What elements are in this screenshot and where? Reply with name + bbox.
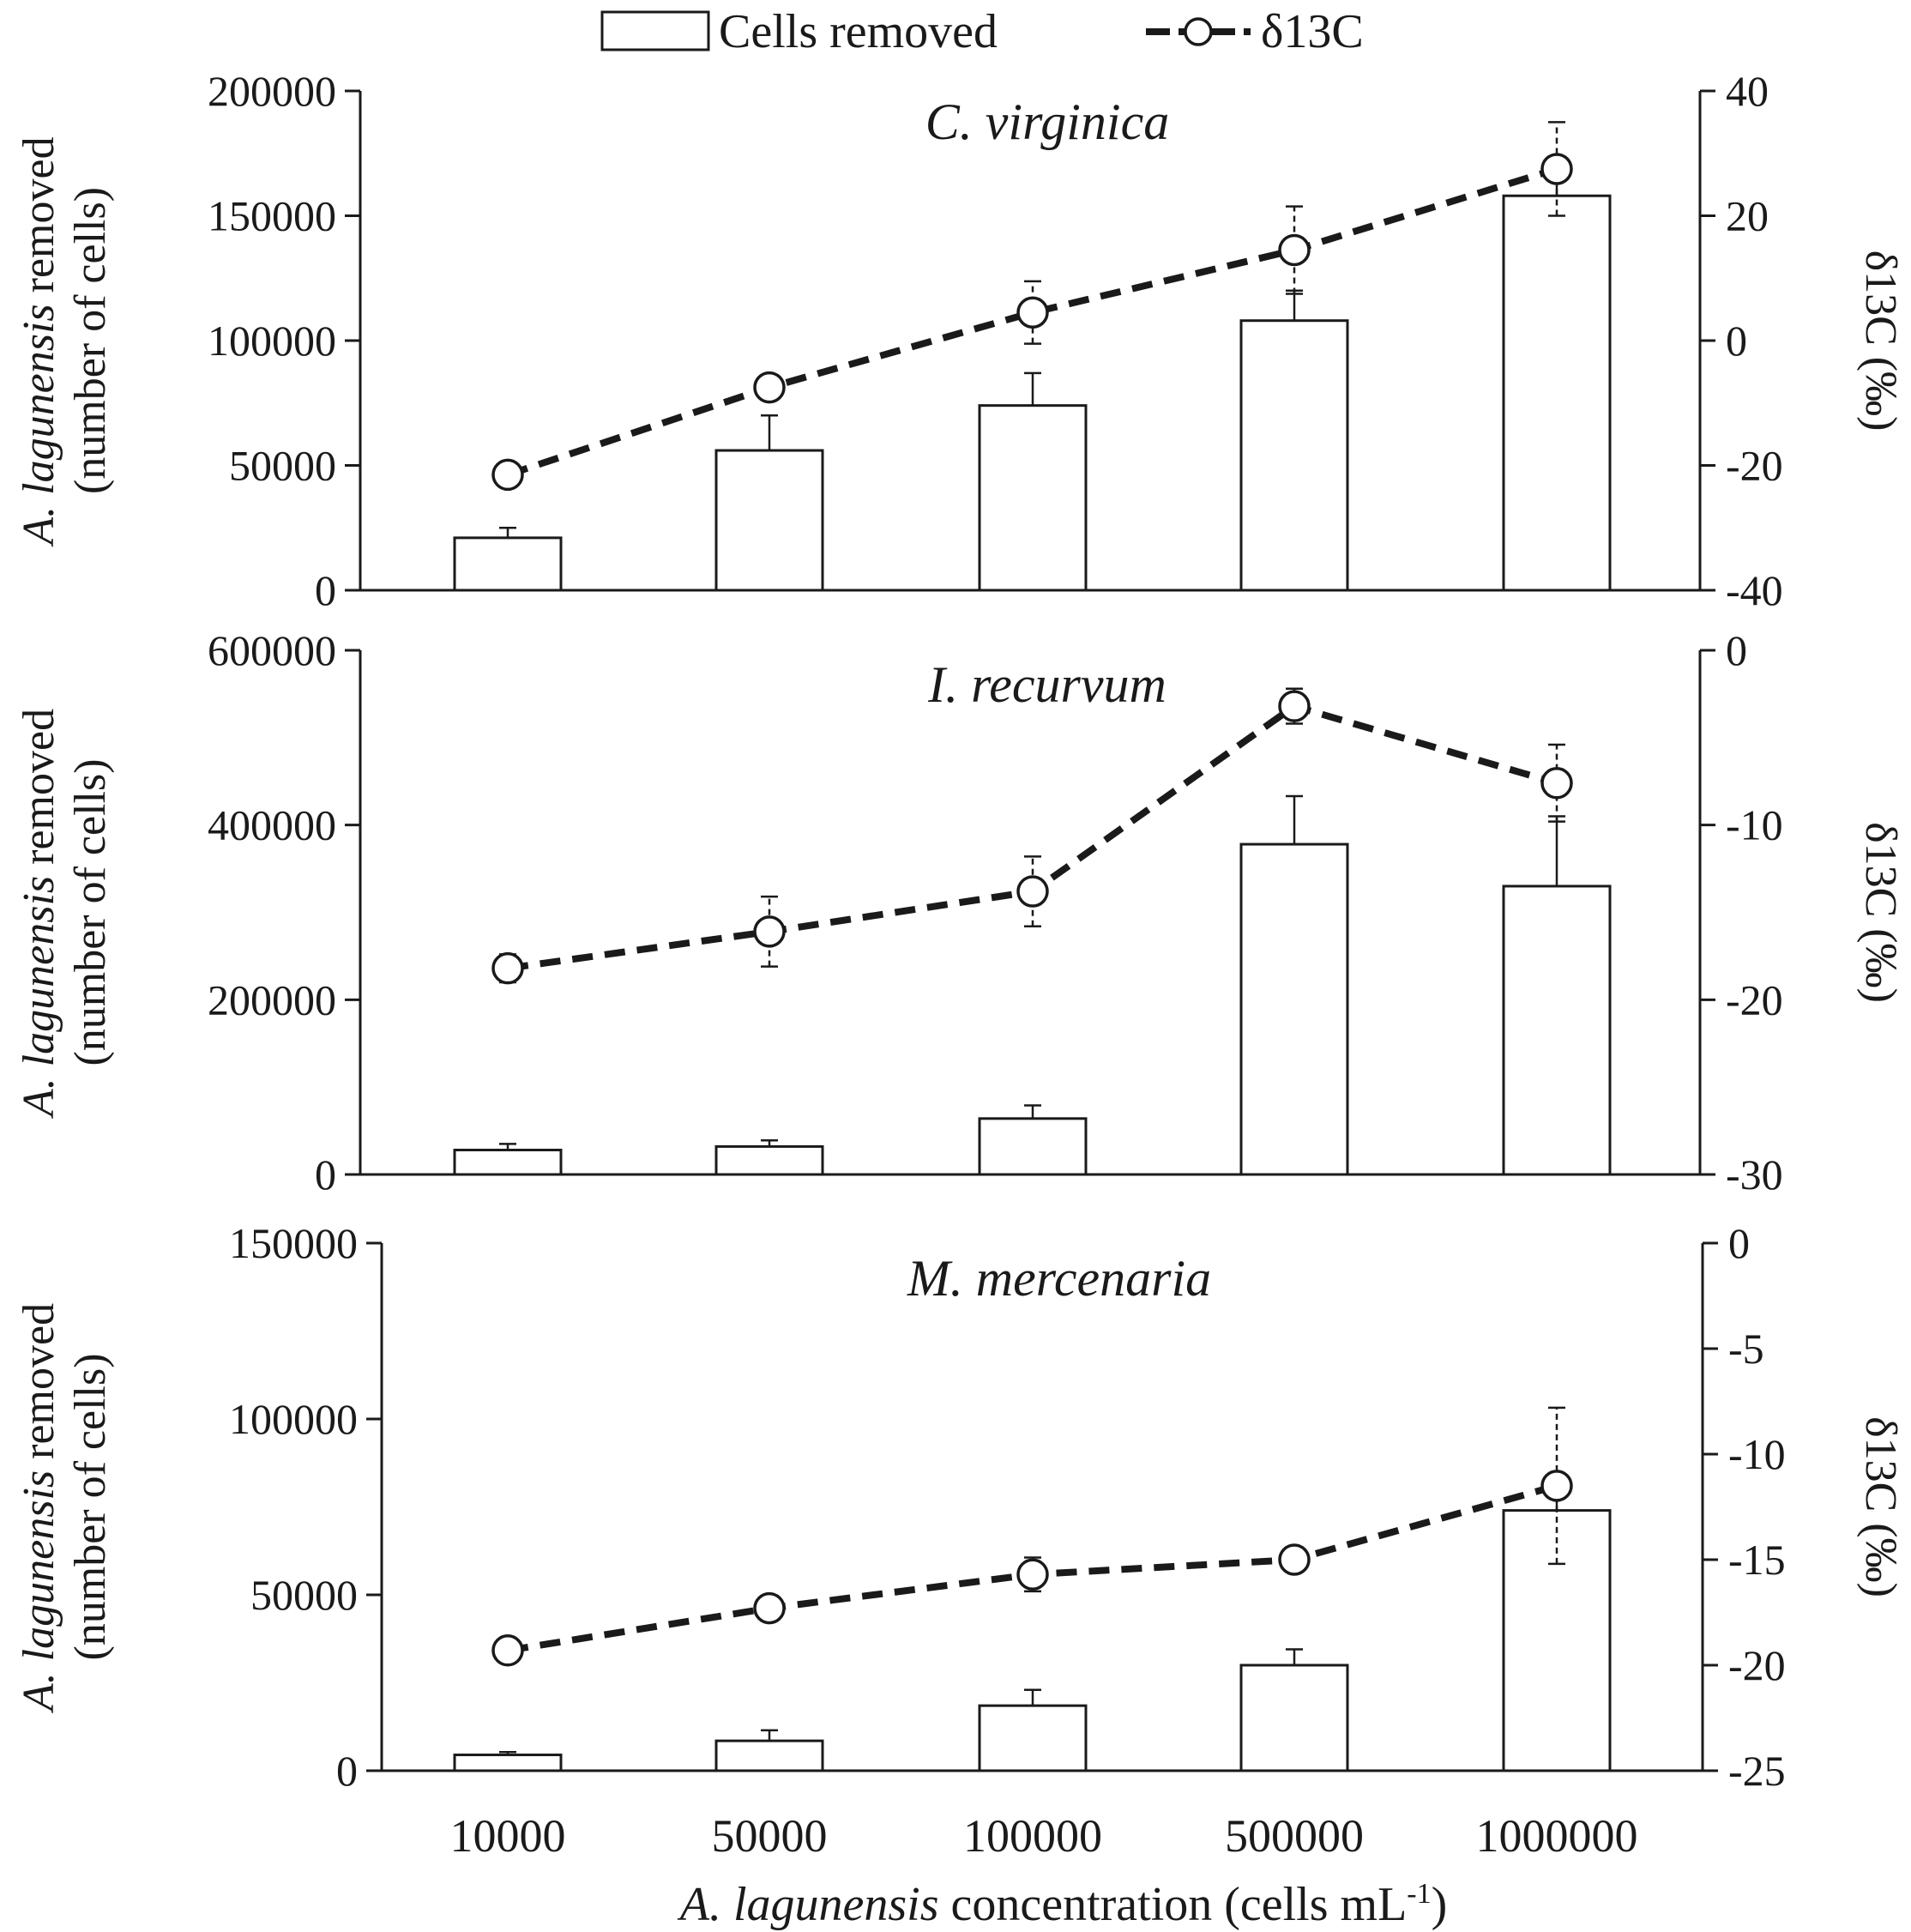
bar-cells-removed [978,1117,1088,1176]
delta13c-point [1016,296,1049,329]
right-tick-label: 0 [1726,626,1747,674]
right-tick-label: -30 [1726,1150,1783,1198]
left-axis-label: A. lagunensis removed [15,1303,63,1713]
panel-m-mercenaria: 0 50000 100000 150000 -25 -20 -15 -10 -5 0 M. merc… [15,1219,1905,1795]
bar-cells-removed [1239,1663,1349,1772]
left-tick-label: 400000 [208,801,336,849]
right-tick-label: -20 [1728,1641,1786,1689]
left-tick-label: 150000 [208,192,336,240]
x-category-label: 10000 [450,1810,566,1862]
bar-cells-removed [714,1739,824,1772]
right-tick-label: -5 [1728,1325,1764,1373]
right-tick-label: -15 [1728,1536,1786,1584]
left-axis-label-line2: (number of cells) [66,758,115,1066]
panel-c-virginica: 0 50000 100000 150000 200000 -40 -20 0 20 40 C. vi… [15,67,1905,614]
right-tick-label: 20 [1726,192,1769,240]
bar-cells-removed [453,1148,563,1176]
x-category-label: 50000 [712,1810,828,1862]
delta13c-point [491,1634,524,1667]
right-tick-label: -10 [1728,1430,1786,1478]
delta13c-point [1540,767,1573,800]
bar-cells-removed [714,1144,824,1176]
delta13c-point [491,458,524,492]
legend-line-marker [1184,17,1213,46]
right-tick-label: 0 [1728,1219,1750,1267]
bar-cells-removed [1502,1509,1612,1772]
delta13c-point [1540,153,1573,185]
panel-i-recurvum: 0 200000 400000 600000 -30 -20 -10 0 I. recurvum… [15,626,1905,1198]
delta13c-point [753,915,786,948]
left-tick-label: 0 [315,566,336,614]
x-category-labels: 10000 50000 100000 500000 1000000 [450,1810,1638,1862]
bar-cells-removed [453,1754,563,1772]
x-category-label: 500000 [1225,1810,1364,1862]
bar-cells-removed [714,449,824,592]
bar-cells-removed [453,536,563,592]
right-tick-label: 40 [1726,67,1769,115]
right-tick-label: 0 [1726,317,1747,365]
legend-bar-swatch [600,10,710,51]
delta13c-line [507,702,1558,972]
left-axis-label-line2: (number of cells) [66,187,115,494]
panel-title: I. recurvum [927,656,1166,713]
panel-title: C. virginica [925,94,1169,150]
left-axis-label: A. lagunensis removed [15,136,63,546]
right-tick-label: -25 [1728,1747,1786,1795]
bar-cells-removed [1502,884,1612,1176]
bar-cells-removed [978,1704,1088,1772]
x-category-label: 100000 [963,1810,1102,1862]
panel-title: M. mercenaria [907,1250,1211,1307]
legend: Cells removed δ13C [600,5,1364,58]
delta13c-point [1278,1543,1311,1576]
x-category-label: 1000000 [1476,1810,1638,1862]
right-tick-label: -10 [1726,801,1783,849]
delta13c-point [491,951,524,985]
bar-cells-removed [1239,319,1349,592]
left-tick-label: 200000 [208,975,336,1023]
legend-bar-label: Cells removed [719,5,998,58]
left-tick-label: 0 [315,1150,336,1198]
x-axis-label: A. lagunensis concentration (cells mL-1) [677,1878,1448,1931]
left-tick-label: 150000 [229,1219,358,1267]
delta13c-point [1278,233,1311,267]
bar-cells-removed [1239,842,1349,1176]
bar-cells-removed [978,404,1088,592]
delta13c-point [1016,1558,1049,1591]
right-axis-label: δ13C (‰) [1856,251,1905,432]
delta13c-point [1278,690,1311,722]
left-tick-label: 100000 [229,1395,358,1443]
left-tick-label: 0 [336,1747,358,1795]
delta13c-point [753,371,786,404]
right-tick-label: -40 [1726,566,1783,614]
delta13c-point [1016,875,1049,908]
bar-cells-removed [1502,194,1612,592]
right-tick-label: -20 [1726,975,1783,1023]
left-tick-label: 50000 [229,442,336,490]
left-tick-label: 600000 [208,626,336,674]
right-tick-label: -20 [1726,442,1783,490]
legend-line-label: δ13C [1261,5,1364,58]
delta13c-point [1540,1470,1573,1502]
left-tick-label: 50000 [250,1571,358,1619]
right-axis-label: δ13C (‰) [1856,1416,1905,1597]
left-tick-label: 200000 [208,67,336,115]
left-tick-label: 100000 [208,317,336,365]
left-axis-label: A. lagunensis removed [15,709,63,1119]
delta13c-point [753,1591,786,1625]
left-axis-label-line2: (number of cells) [66,1353,115,1660]
right-axis-label: δ13C (‰) [1856,822,1905,1003]
